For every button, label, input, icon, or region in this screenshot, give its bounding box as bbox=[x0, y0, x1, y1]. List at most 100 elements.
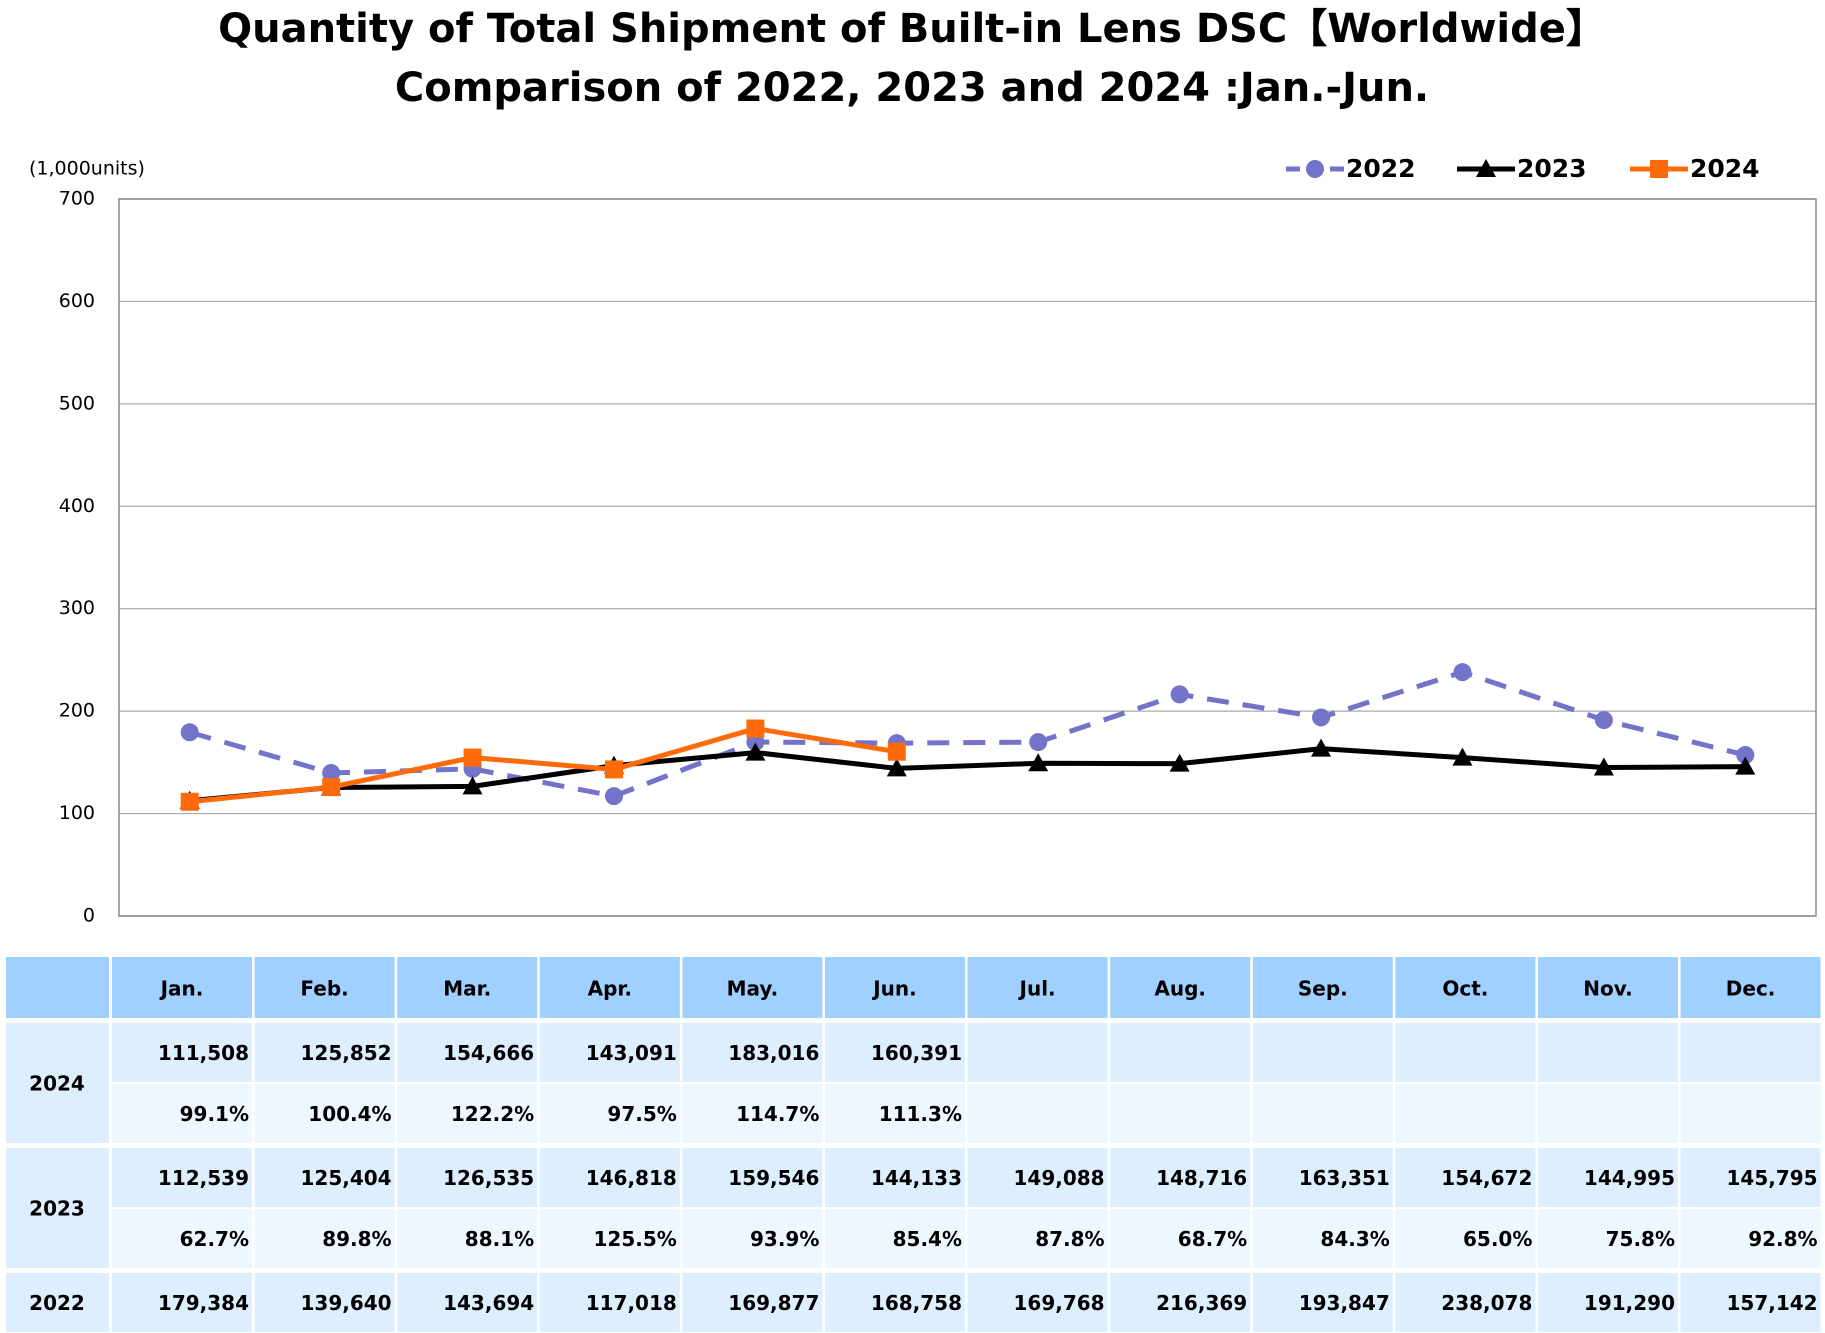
table-header-cell bbox=[825, 957, 965, 1018]
y-tick-label: 700 bbox=[59, 188, 95, 210]
data-point bbox=[746, 719, 765, 738]
table-value: 168,758 bbox=[871, 1291, 962, 1315]
table-header: Aug. bbox=[1154, 977, 1206, 1001]
table-value: 88.1% bbox=[465, 1227, 534, 1251]
y-tick-label: 0 bbox=[83, 905, 95, 927]
table-cell bbox=[112, 1273, 252, 1332]
table-cell bbox=[682, 1084, 823, 1143]
table-cell bbox=[967, 1209, 1108, 1268]
table-value: 179,384 bbox=[158, 1291, 249, 1315]
legend-label: 2024 bbox=[1690, 154, 1760, 183]
table-cell bbox=[1252, 1148, 1393, 1207]
table-header-cell bbox=[539, 957, 680, 1018]
table-cell bbox=[682, 1148, 823, 1207]
table-header-cell bbox=[1538, 957, 1678, 1018]
series-line bbox=[189, 725, 898, 805]
table-header: Mar. bbox=[443, 977, 491, 1001]
table-cell bbox=[1538, 1148, 1678, 1207]
y-axis-label: (1,000units) bbox=[29, 158, 145, 180]
table-cell bbox=[1538, 1273, 1678, 1332]
data-point bbox=[604, 760, 623, 779]
data-point bbox=[1453, 663, 1472, 682]
table-value: 97.5% bbox=[607, 1102, 676, 1126]
table-header-cell bbox=[1395, 957, 1536, 1018]
data-point bbox=[1311, 738, 1332, 757]
table-cell bbox=[825, 1084, 965, 1143]
table-cell bbox=[1110, 1084, 1251, 1143]
y-tick-label: 600 bbox=[59, 290, 95, 312]
table-header-cell bbox=[6, 957, 109, 1018]
table-cell bbox=[1680, 1148, 1821, 1207]
data-point bbox=[886, 758, 907, 777]
table-cell bbox=[1110, 1023, 1251, 1082]
table-cell bbox=[254, 1209, 395, 1268]
table-cell bbox=[1680, 1209, 1821, 1268]
table-cell bbox=[539, 1148, 680, 1207]
table-header-cell bbox=[254, 957, 395, 1018]
chart-subtitle: Comparison of 2022, 2023 and 2024 :Jan.-… bbox=[395, 65, 1429, 111]
table-cell bbox=[1395, 1209, 1536, 1268]
table-cell bbox=[254, 1148, 395, 1207]
table-header: Feb. bbox=[300, 977, 348, 1001]
table-cell bbox=[967, 1084, 1108, 1143]
table-cell bbox=[397, 1148, 538, 1207]
y-tick-label: 200 bbox=[59, 700, 95, 722]
table-value: 148,716 bbox=[1156, 1166, 1247, 1190]
series-line bbox=[189, 669, 1746, 799]
table-cell bbox=[254, 1084, 395, 1143]
table-cell bbox=[682, 1273, 823, 1332]
legend-label: 2022 bbox=[1346, 154, 1416, 183]
table-header: Dec. bbox=[1726, 977, 1776, 1001]
table-header: Jan. bbox=[159, 977, 204, 1001]
data-point bbox=[463, 748, 482, 767]
table-value: 100.4% bbox=[308, 1102, 391, 1126]
table-value: 160,391 bbox=[871, 1041, 962, 1065]
table-cell bbox=[112, 1023, 252, 1082]
table-value: 85.4% bbox=[893, 1227, 962, 1251]
y-tick-label: 300 bbox=[59, 597, 95, 619]
table-value: 125.5% bbox=[593, 1227, 676, 1251]
table-cell bbox=[1252, 1273, 1393, 1332]
table-cell bbox=[825, 1148, 965, 1207]
table-value: 169,877 bbox=[728, 1291, 819, 1315]
table-header: Oct. bbox=[1442, 977, 1488, 1001]
table-cell bbox=[112, 1209, 252, 1268]
table-value: 154,666 bbox=[443, 1041, 534, 1065]
table-header-cell bbox=[1680, 957, 1821, 1018]
table-value: 143,694 bbox=[443, 1291, 534, 1315]
table-value: 84.3% bbox=[1320, 1227, 1389, 1251]
table-header-cell bbox=[682, 957, 823, 1018]
table-value: 145,795 bbox=[1727, 1166, 1818, 1190]
table-value: 112,539 bbox=[158, 1166, 249, 1190]
table-value: 111.3% bbox=[879, 1102, 962, 1126]
table-cell bbox=[1680, 1084, 1821, 1143]
table-cell bbox=[1680, 1273, 1821, 1332]
table-value: 191,290 bbox=[1584, 1291, 1675, 1315]
table-value: 122.2% bbox=[451, 1102, 534, 1126]
row-label-cell bbox=[6, 1273, 109, 1332]
data-point bbox=[462, 776, 483, 795]
table-cell bbox=[397, 1273, 538, 1332]
row-label: 2022 bbox=[29, 1291, 85, 1315]
table-value: 126,535 bbox=[443, 1166, 534, 1190]
table-value: 139,640 bbox=[301, 1291, 392, 1315]
table-cell bbox=[682, 1023, 823, 1082]
data-point bbox=[1029, 733, 1048, 752]
data-point bbox=[1169, 753, 1190, 772]
row-label-cell bbox=[6, 1023, 109, 1143]
table-value: 183,016 bbox=[728, 1041, 819, 1065]
legend-marker bbox=[1650, 160, 1668, 178]
table-value: 92.8% bbox=[1748, 1227, 1817, 1251]
table-cell bbox=[539, 1023, 680, 1082]
table-cell bbox=[397, 1084, 538, 1143]
table-value: 146,818 bbox=[586, 1166, 677, 1190]
table-cell bbox=[967, 1273, 1108, 1332]
table-value: 89.8% bbox=[322, 1227, 391, 1251]
legend-marker bbox=[1476, 159, 1496, 177]
table-value: 159,546 bbox=[728, 1166, 819, 1190]
table-cell bbox=[1395, 1023, 1536, 1082]
table-value: 169,768 bbox=[1014, 1291, 1105, 1315]
legend-marker bbox=[1306, 160, 1324, 178]
table-header: Jun. bbox=[871, 977, 917, 1001]
